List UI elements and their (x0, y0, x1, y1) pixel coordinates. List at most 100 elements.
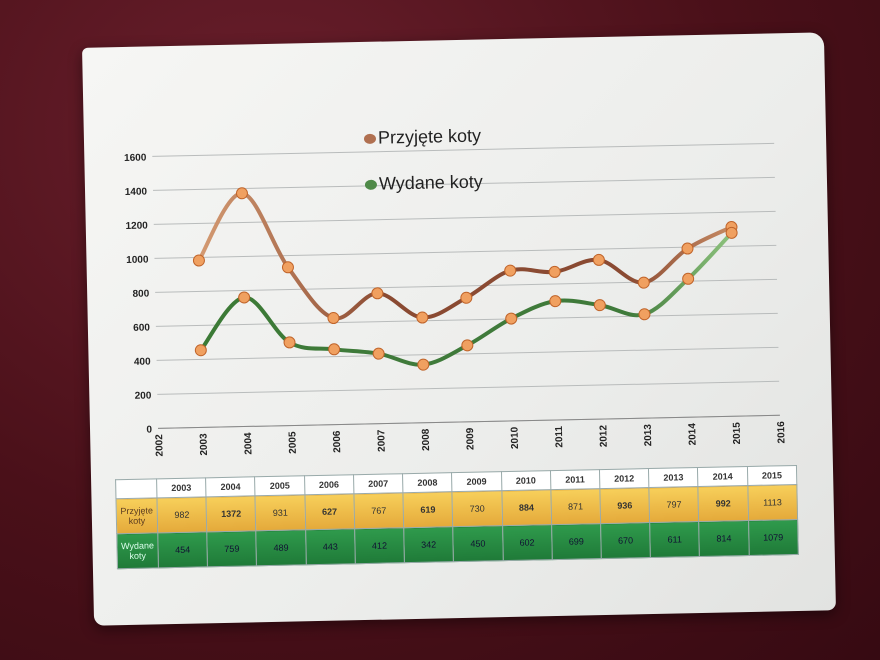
x-tick-label: 2005 (287, 431, 298, 454)
y-tick-label: 1200 (125, 220, 148, 231)
gridline (153, 176, 775, 191)
data-point (371, 287, 384, 300)
table-cell: 450 (452, 525, 503, 562)
gridline (153, 210, 776, 225)
table-cell: 627 (304, 493, 355, 530)
cat-icon (363, 133, 377, 144)
data-point (681, 242, 694, 255)
x-tick-label: 2015 (732, 422, 743, 445)
table-year-header: 2015 (747, 465, 797, 486)
x-tick-label: 2014 (687, 423, 698, 446)
table-cell: 797 (649, 486, 699, 523)
y-tick-label: 800 (132, 288, 149, 299)
gridline (152, 142, 775, 157)
table-cell: 759 (206, 530, 257, 567)
table-row-label: Przyjęte koty (115, 497, 158, 534)
table-cell: 931 (255, 494, 306, 531)
data-point (416, 311, 429, 324)
data-point (283, 336, 296, 349)
data-point (637, 276, 650, 289)
data-point (194, 344, 207, 357)
table-cell: 814 (698, 520, 749, 557)
gridline (155, 278, 778, 293)
table-cell: 884 (501, 489, 552, 526)
table-year-header: 2003 (156, 477, 207, 498)
data-point (548, 265, 561, 278)
table-year-header: 2006 (304, 474, 354, 495)
x-tick-label: 2011 (554, 425, 565, 447)
data-point (460, 291, 473, 304)
data-point (593, 299, 606, 312)
data-point (417, 358, 430, 371)
table-year-header: 2009 (451, 471, 502, 492)
table-cell: 670 (600, 522, 651, 559)
x-tick-label: 2016 (776, 421, 787, 444)
data-point (504, 264, 517, 277)
table-year-header: 2005 (254, 475, 305, 496)
table-cell: 699 (551, 523, 602, 560)
table-year-header: 2004 (205, 476, 256, 497)
y-tick-label: 600 (133, 322, 150, 333)
legend-item-wydane: Wydane koty (364, 171, 484, 194)
y-tick-label: 1000 (126, 254, 149, 265)
x-tick-label: 2002 (154, 434, 165, 457)
gridline (155, 312, 778, 327)
table-cell: 602 (502, 524, 553, 561)
legend-item-przyjete: Przyjęte koty (363, 125, 482, 148)
x-tick-label: 2012 (598, 424, 609, 447)
data-point (328, 343, 341, 356)
table-cell: 1372 (206, 495, 257, 532)
y-tick-label: 400 (134, 356, 151, 367)
x-tick-label: 2010 (509, 426, 520, 449)
data-point (192, 254, 205, 267)
data-point (281, 261, 294, 274)
table-cell: 767 (353, 492, 404, 529)
table-row-label: Wydane koty (116, 532, 159, 569)
data-point (461, 339, 474, 352)
table-cell: 871 (550, 488, 601, 525)
table-year-header: 2010 (501, 470, 551, 491)
x-tick-label: 2007 (376, 429, 387, 452)
table-year-header: 2011 (550, 469, 600, 490)
line-chart: 0 200 400 600 800 1000 1200 1400 1600 2002 2003 200… (124, 142, 787, 457)
table-cell: 443 (305, 528, 356, 565)
table-year-header: 2007 (353, 473, 404, 494)
x-tick-label: 2009 (465, 427, 476, 450)
table-corner-cell (115, 478, 157, 499)
table-cell: 982 (156, 496, 207, 533)
table-cell: 1113 (747, 484, 798, 521)
gridline (154, 244, 777, 259)
x-tick-label: 2004 (243, 432, 254, 455)
table-year-header: 2012 (599, 468, 650, 489)
data-table: 2003 2004 2005 2006 2007 2008 2009 2010 … (115, 465, 799, 569)
x-axis-line (158, 414, 780, 429)
table-cell: 489 (256, 529, 307, 566)
legend-label-wydane: Wydane koty (378, 171, 484, 194)
table-cell: 730 (452, 490, 503, 527)
legend-label-przyjete: Przyjęte koty (377, 125, 482, 148)
table-year-header: 2013 (648, 467, 699, 488)
data-point (638, 308, 651, 321)
x-tick-label: 2013 (643, 424, 654, 447)
data-point (238, 291, 251, 304)
table-cell: 1079 (748, 519, 799, 556)
data-point (725, 226, 738, 239)
data-point (505, 312, 518, 325)
table-cell: 992 (698, 485, 749, 522)
y-tick-label: 1400 (125, 186, 148, 197)
table-cell: 412 (354, 527, 405, 564)
gridline (156, 346, 779, 361)
data-point (372, 347, 385, 360)
table-year-header: 2014 (697, 466, 748, 487)
x-tick-label: 2006 (332, 430, 343, 453)
data-point (549, 295, 562, 308)
y-tick-label: 0 (146, 424, 152, 435)
data-point (682, 272, 695, 285)
y-tick-label: 1600 (124, 153, 147, 164)
cat-icon (364, 179, 378, 190)
chart-poster: 0 200 400 600 800 1000 1200 1400 1600 2002 2003 200… (82, 32, 836, 626)
x-tick-label: 2003 (199, 433, 210, 456)
table-cell: 611 (649, 521, 700, 558)
data-point (235, 187, 248, 200)
gridline (157, 380, 780, 395)
